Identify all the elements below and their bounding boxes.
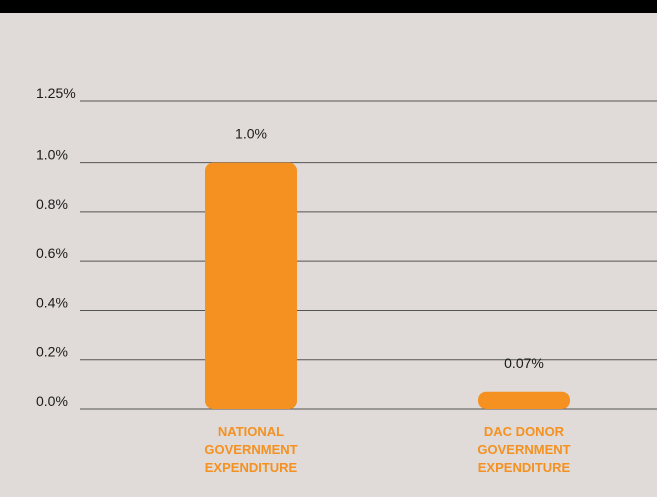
category-label-line: NATIONAL xyxy=(218,424,284,439)
bars xyxy=(205,162,570,409)
y-tick-label: 0.2% xyxy=(36,344,68,360)
top-bar xyxy=(0,0,657,13)
category-labels: NATIONAL GOVERNMENT EXPENDITURE DAC DONOR GO… xyxy=(204,424,570,475)
category-label-line: EXPENDITURE xyxy=(478,460,571,475)
data-label: 1.0% xyxy=(235,126,267,142)
category-label-line: DAC DONOR xyxy=(484,424,565,439)
data-label: 0.07% xyxy=(504,355,544,371)
bar xyxy=(478,391,570,409)
category-label-line: GOVERNMENT xyxy=(204,442,297,457)
gridlines xyxy=(80,100,657,410)
y-axis-tick-labels: 0.0% 0.2% 0.4% 0.6% 0.8% 1.0% 1.25% xyxy=(36,85,76,409)
data-labels: 1.0% 0.07% xyxy=(235,126,544,371)
category-label-line: EXPENDITURE xyxy=(205,460,298,475)
y-tick-label: 1.0% xyxy=(36,147,68,163)
y-tick-label: 0.0% xyxy=(36,393,68,409)
bar xyxy=(205,162,297,409)
y-tick-label: 0.6% xyxy=(36,245,68,261)
y-tick-label: 0.4% xyxy=(36,294,68,310)
y-tick-label: 1.25% xyxy=(36,85,76,101)
y-tick-label: 0.8% xyxy=(36,196,68,212)
category-label-line: GOVERNMENT xyxy=(477,442,570,457)
